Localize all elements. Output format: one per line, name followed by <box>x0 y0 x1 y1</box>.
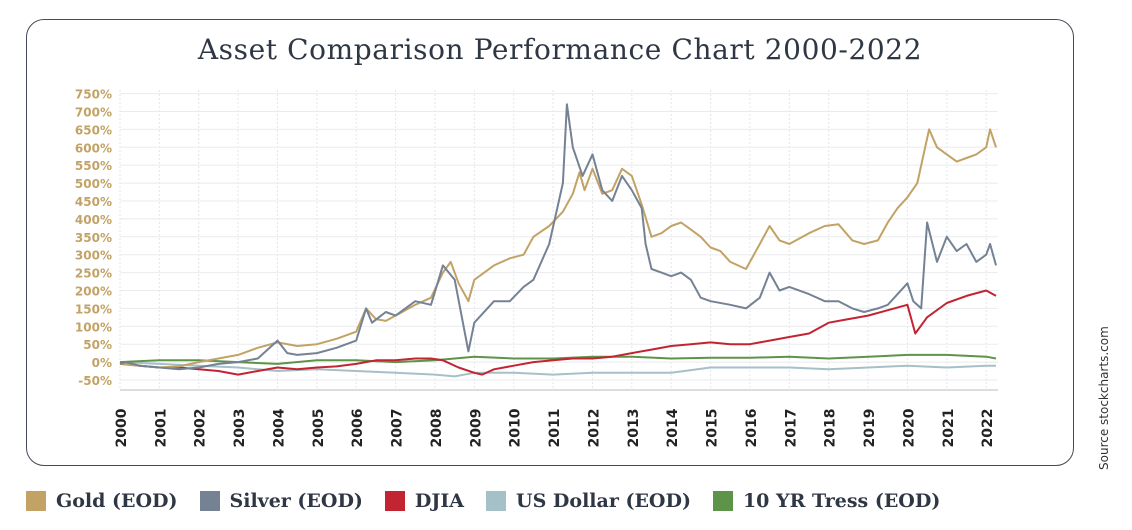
legend-swatch <box>712 491 733 511</box>
y-tick-label: 0% <box>92 356 112 370</box>
y-tick-label: 250% <box>75 267 112 281</box>
series-line-silver-eod <box>119 103 997 371</box>
y-tick-label: 100% <box>75 320 112 334</box>
y-tick-label: 400% <box>75 213 112 227</box>
x-tick-label: 2005 <box>311 409 327 448</box>
series-line-gold-eod <box>119 128 997 369</box>
x-tick-label: 2008 <box>429 409 445 448</box>
y-tick-label: 650% <box>75 123 112 137</box>
x-tick-label: 2011 <box>547 409 563 448</box>
x-tick-label: 2022 <box>980 409 996 448</box>
x-tick-label: 2016 <box>744 409 760 448</box>
x-tick-label: 2014 <box>665 408 681 447</box>
legend-label: 10 YR Tress (EOD) <box>742 490 941 512</box>
legend-swatch <box>486 491 507 511</box>
y-tick-label: 750% <box>75 88 112 102</box>
x-tick-labels: 2000 2001 2002 2003 2004 2005 2006 2007 2008 2009… <box>114 408 996 447</box>
y-tick-label: 150% <box>75 302 112 316</box>
legend-label: Silver (EOD) <box>229 490 363 512</box>
y-tick-labels: 750% 700% 650% 600% 550% 500% 450% 400% 350% 300%… <box>75 88 112 388</box>
y-tick-label: 200% <box>75 284 112 298</box>
y-tick-label: 600% <box>75 141 112 155</box>
x-tick-label: 2009 <box>468 409 484 448</box>
y-tick-label: 500% <box>75 177 112 191</box>
series-lines <box>119 103 997 378</box>
y-tick-label: 350% <box>75 231 112 245</box>
chart-legend: Gold (EOD) Silver (EOD) DJIA US Dollar (EOD… <box>26 486 962 516</box>
y-tick-label: 300% <box>75 249 112 263</box>
grid-lines <box>119 90 998 391</box>
series-line-djia <box>119 289 997 376</box>
legend-item: 10 YR Tress (EOD) <box>712 490 941 512</box>
x-tick-label: 2010 <box>508 408 524 447</box>
x-tick-label: 2019 <box>862 409 878 448</box>
x-tick-label: 2001 <box>153 409 169 448</box>
x-tick-label: 2004 <box>271 408 287 447</box>
source-note: Source stockcharts.com <box>1097 326 1111 470</box>
x-tick-label: 2007 <box>390 409 406 448</box>
y-tick-label: 550% <box>75 159 112 173</box>
legend-swatch <box>199 491 220 511</box>
legend-label: Gold (EOD) <box>56 490 178 512</box>
x-tick-label: 2017 <box>783 409 799 448</box>
x-tick-label: 2002 <box>193 409 209 448</box>
x-tick-label: 2020 <box>901 408 917 447</box>
legend-item: DJIA <box>384 490 465 512</box>
legend-swatch <box>384 491 405 511</box>
y-tick-label: 50% <box>83 338 112 352</box>
y-tick-label: 450% <box>75 195 112 209</box>
legend-item: Gold (EOD) <box>26 490 178 512</box>
y-tick-label: 700% <box>75 105 112 119</box>
legend-label: US Dollar (EOD) <box>516 490 691 512</box>
legend-swatch <box>26 491 46 511</box>
chart-title: Asset Comparison Performance Chart 2000-… <box>197 33 923 66</box>
x-tick-label: 2018 <box>823 409 839 448</box>
y-tick-label: -50% <box>78 374 112 388</box>
x-tick-label: 2021 <box>941 409 957 448</box>
x-tick-label: 2015 <box>705 409 721 448</box>
x-tick-label: 2013 <box>626 409 642 448</box>
series-line-us-dollar-eod <box>119 361 996 378</box>
x-tick-label: 2003 <box>232 409 248 448</box>
x-tick-label: 2012 <box>586 409 602 448</box>
x-tick-label: 2006 <box>350 409 366 448</box>
legend-label: DJIA <box>414 490 465 512</box>
legend-item: Silver (EOD) <box>199 490 363 512</box>
x-tick-label: 2000 <box>114 408 130 447</box>
legend-item: US Dollar (EOD) <box>486 490 691 512</box>
